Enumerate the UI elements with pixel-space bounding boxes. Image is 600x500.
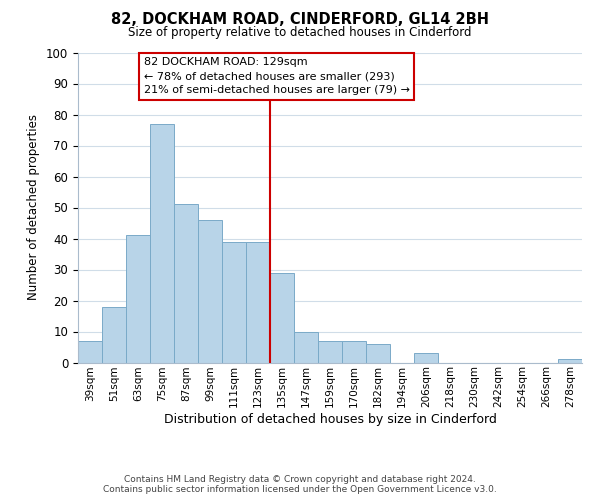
- Bar: [366, 344, 390, 362]
- Bar: [270, 272, 294, 362]
- Bar: [78, 341, 102, 362]
- Text: 82 DOCKHAM ROAD: 129sqm
← 78% of detached houses are smaller (293)
21% of semi-d: 82 DOCKHAM ROAD: 129sqm ← 78% of detache…: [143, 57, 410, 95]
- Bar: [414, 353, 438, 362]
- X-axis label: Distribution of detached houses by size in Cinderford: Distribution of detached houses by size …: [164, 413, 496, 426]
- Y-axis label: Number of detached properties: Number of detached properties: [28, 114, 40, 300]
- Bar: [222, 242, 246, 362]
- Text: Size of property relative to detached houses in Cinderford: Size of property relative to detached ho…: [128, 26, 472, 39]
- Text: Contains HM Land Registry data © Crown copyright and database right 2024.
Contai: Contains HM Land Registry data © Crown c…: [103, 474, 497, 494]
- Bar: [150, 124, 174, 362]
- Bar: [126, 236, 150, 362]
- Bar: [342, 341, 366, 362]
- Bar: [558, 360, 582, 362]
- Bar: [294, 332, 318, 362]
- Bar: [102, 306, 126, 362]
- Bar: [198, 220, 222, 362]
- Bar: [246, 242, 270, 362]
- Bar: [174, 204, 198, 362]
- Bar: [318, 341, 342, 362]
- Text: 82, DOCKHAM ROAD, CINDERFORD, GL14 2BH: 82, DOCKHAM ROAD, CINDERFORD, GL14 2BH: [111, 12, 489, 28]
